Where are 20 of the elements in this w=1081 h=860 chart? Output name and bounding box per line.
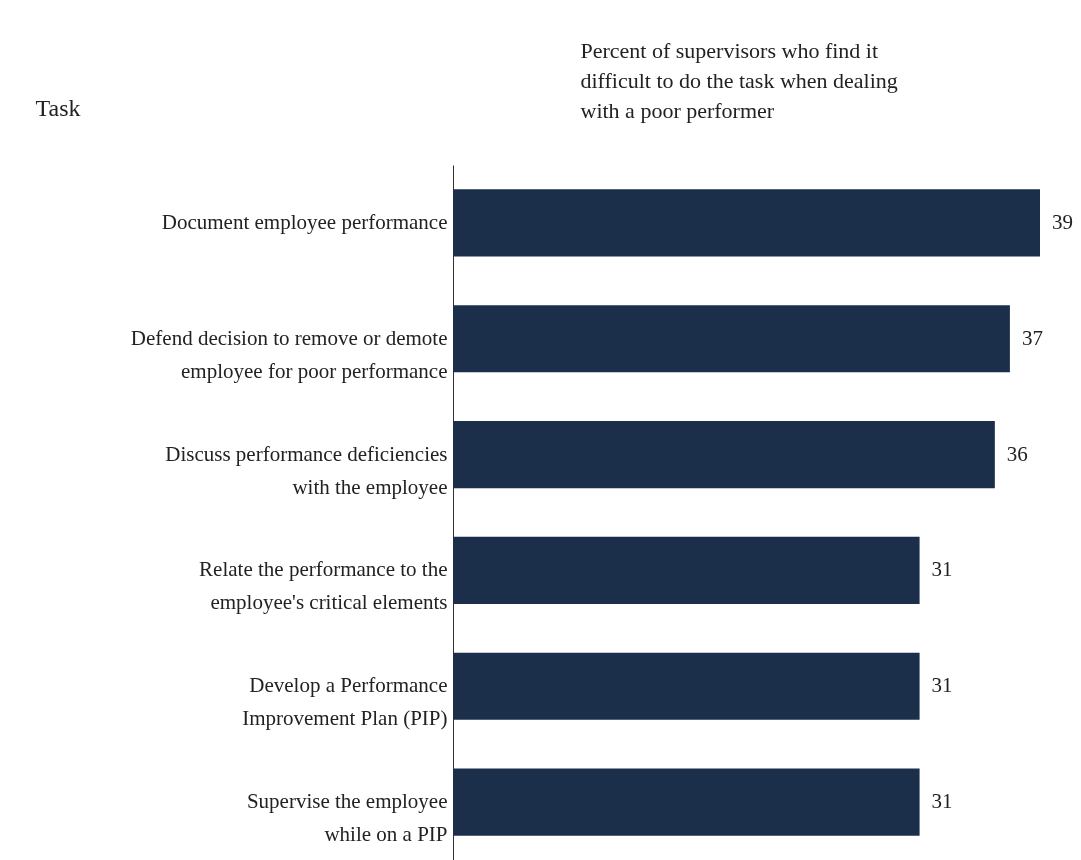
data-label: 39 [1052,209,1073,234]
y-tick-label: Defend decision to remove or demote employee for poor performance [130,325,448,383]
data-label: 37 [1021,325,1043,350]
bar [453,189,1040,257]
data-label: 31 [931,673,953,698]
data-label: 31 [931,557,953,582]
x-axis-title: Percent of supervisors who find it difficult to do the task when dealing with a poor performer [580,37,898,123]
data-label: 31 [931,789,953,814]
y-tick-label: Develop a Performance Improvement Plan (PIP) [242,673,448,731]
bar [453,305,1010,373]
data-label: 36 [1006,441,1028,466]
y-tick-label: Document employee performance [161,209,448,234]
bar [453,536,920,605]
bar [453,768,920,836]
y-tick-label: Discuss performance deficiencies with the employee [165,441,448,499]
bar [453,420,995,489]
y-axis-title: Task [35,94,81,121]
y-tick-label: Supervise the employee while on a PIP [246,789,448,847]
bar [453,652,920,720]
y-tick-label: Relate the performance to the employee's critical elements [199,557,448,615]
